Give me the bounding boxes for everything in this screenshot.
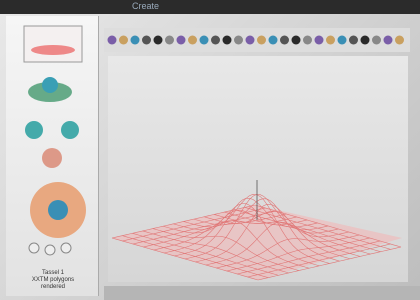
tool-icon	[188, 36, 197, 45]
app-window: Create Tassel 1 XXTM polygons rendered	[0, 0, 420, 300]
tool-icon	[200, 36, 209, 45]
tool-icon	[315, 36, 324, 45]
tool-icon	[119, 36, 128, 45]
small-thumb	[29, 243, 39, 253]
tool-icon	[246, 36, 255, 45]
caption-line: XXTM polygons	[6, 277, 100, 284]
tool-icon	[257, 36, 266, 45]
model-thumb	[25, 121, 43, 139]
tool-icon	[177, 36, 186, 45]
small-thumb	[61, 243, 71, 253]
sphere-detail	[48, 200, 68, 220]
artwork	[0, 0, 420, 300]
caption-line: rendered	[6, 284, 100, 291]
tool-icon	[131, 36, 140, 45]
tool-icon	[361, 36, 370, 45]
tool-icon	[292, 36, 301, 45]
tool-icon	[234, 36, 243, 45]
tool-icon	[108, 36, 117, 45]
model-thumb	[61, 121, 79, 139]
tool-icon	[211, 36, 220, 45]
tool-icon	[372, 36, 381, 45]
mesh	[112, 180, 402, 280]
tool-icon	[165, 36, 174, 45]
model-thumb	[42, 77, 58, 93]
caption-line: Tassel 1	[6, 270, 100, 277]
sidebar-caption: Tassel 1 XXTM polygons rendered	[6, 270, 100, 291]
tool-icon	[326, 36, 335, 45]
tool-icon	[223, 36, 232, 45]
preview-shape	[31, 45, 75, 55]
tool-icon	[142, 36, 151, 45]
tool-icon	[303, 36, 312, 45]
tool-icon	[154, 36, 163, 45]
preview-thumb	[24, 26, 82, 62]
model-thumb	[42, 148, 62, 168]
tool-icon	[349, 36, 358, 45]
toolbar-icons	[108, 36, 405, 45]
small-thumb	[45, 245, 55, 255]
tool-icon	[384, 36, 393, 45]
tool-icon	[338, 36, 347, 45]
tool-icon	[280, 36, 289, 45]
tool-icon	[395, 36, 404, 45]
tool-icon	[269, 36, 278, 45]
